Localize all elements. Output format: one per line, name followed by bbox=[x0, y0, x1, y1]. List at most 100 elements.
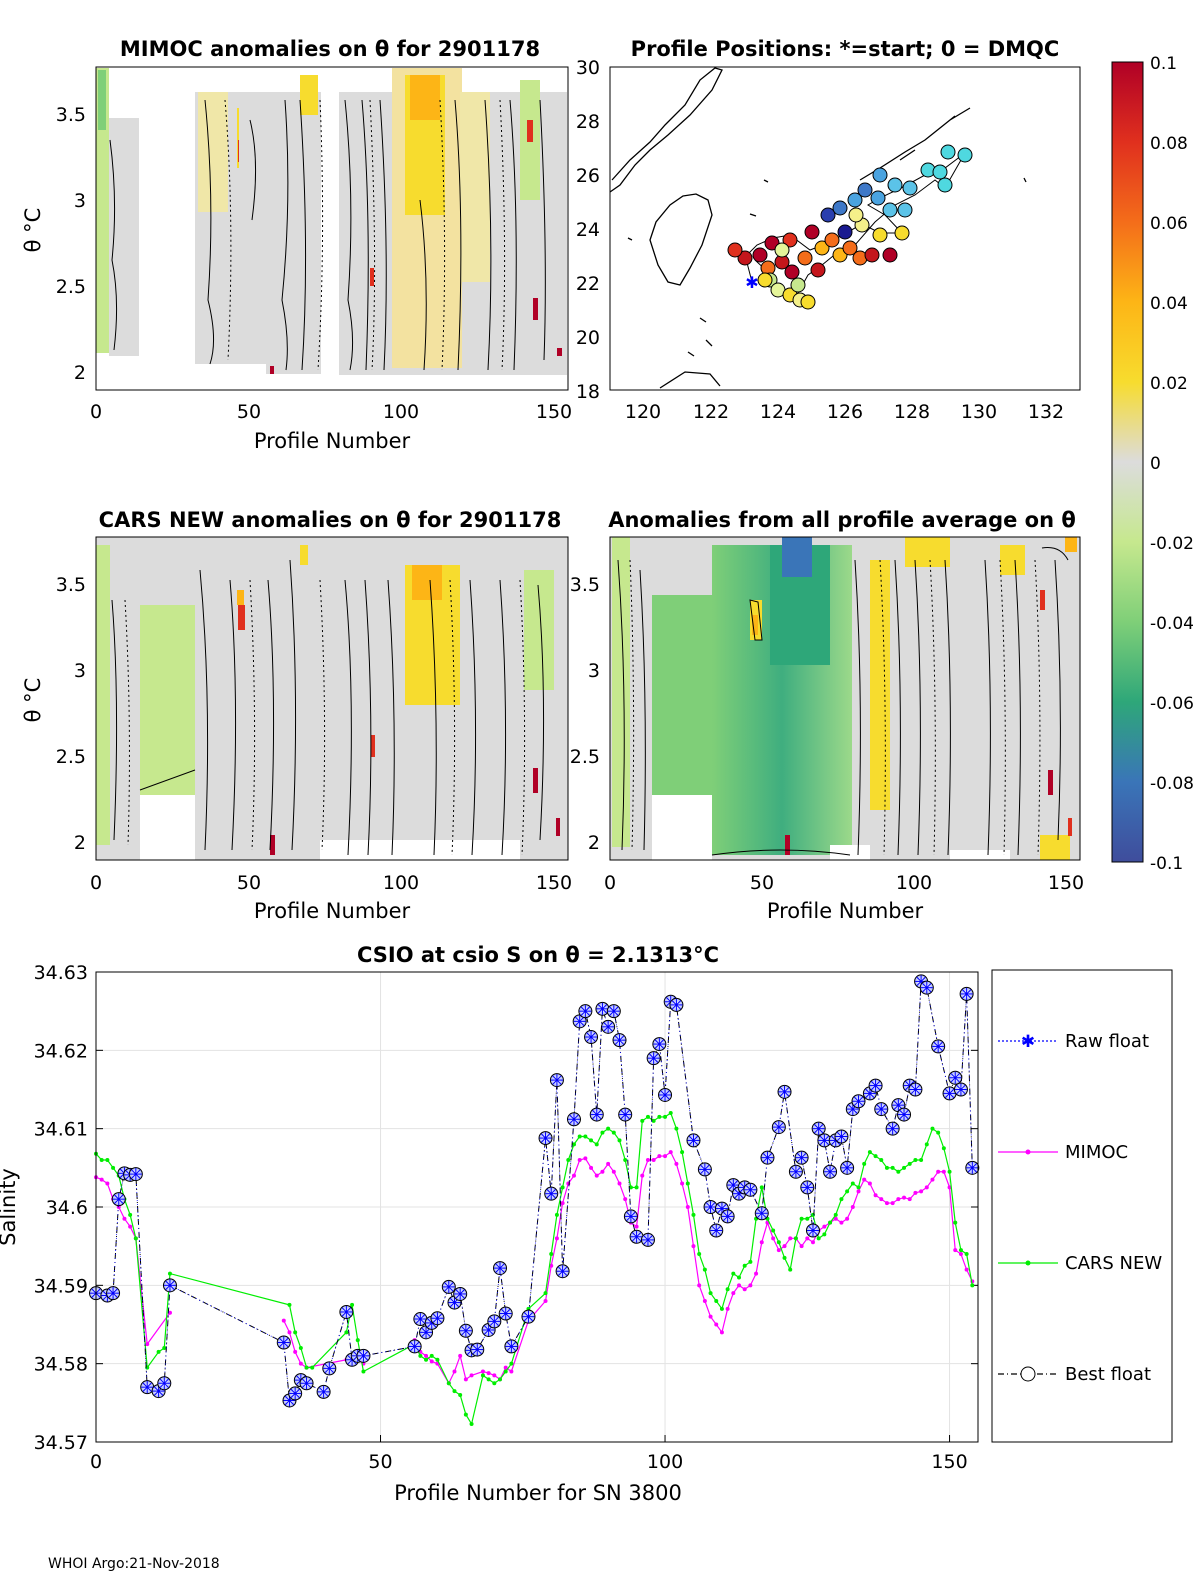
salinity-axes-box bbox=[95, 971, 979, 1443]
cars-new-point bbox=[429, 1353, 434, 1358]
raw-float-point bbox=[619, 1108, 632, 1121]
cars-new-point bbox=[947, 1169, 952, 1174]
mimoc-point bbox=[867, 1181, 872, 1186]
colorbar-tick-label: -0.04 bbox=[1150, 614, 1194, 634]
salinity-series bbox=[89, 974, 980, 1426]
raw-float-point bbox=[141, 1381, 154, 1394]
mimoc-point bbox=[543, 1299, 548, 1303]
x-tick-label: 0 bbox=[90, 872, 102, 894]
raw-float-point bbox=[300, 1377, 313, 1390]
raw-float-point bbox=[579, 1005, 592, 1018]
cars-new-point bbox=[719, 1306, 724, 1311]
raw-float-point bbox=[761, 1151, 774, 1164]
mimoc-contours bbox=[109, 99, 546, 371]
cars-new-point bbox=[930, 1126, 935, 1131]
cars-new-point bbox=[583, 1134, 588, 1139]
raw-float-point bbox=[755, 1207, 768, 1220]
mimoc-y-label: θ °C bbox=[21, 208, 45, 253]
cars-new-point bbox=[816, 1236, 821, 1241]
mimoc-point bbox=[606, 1161, 611, 1166]
mimoc-line bbox=[95, 1176, 171, 1346]
mimoc-point bbox=[737, 1283, 742, 1288]
cars-new-point bbox=[890, 1165, 895, 1170]
raw-float-point bbox=[653, 1038, 666, 1051]
mimoc-point bbox=[685, 1205, 690, 1209]
legend-label: Best float bbox=[1065, 1364, 1151, 1385]
lon-tick-label: 128 bbox=[894, 401, 930, 423]
y-tick-label: 3.5 bbox=[56, 104, 86, 126]
raw-float-point bbox=[943, 1087, 956, 1100]
mimoc-point bbox=[99, 1177, 104, 1182]
colorbar-tick-label: 0.04 bbox=[1150, 294, 1188, 314]
y-tick-label: 34.62 bbox=[34, 1040, 88, 1062]
mimoc-point bbox=[850, 1205, 855, 1209]
cars-new-point bbox=[435, 1357, 440, 1362]
salinity-y-label: Salinity bbox=[0, 1168, 20, 1246]
cars-new-point bbox=[560, 1185, 565, 1190]
cars-new-point bbox=[941, 1146, 946, 1151]
cars-new-point bbox=[344, 1330, 349, 1335]
y-tick-label: 3 bbox=[588, 660, 600, 682]
mimoc-point bbox=[771, 1236, 776, 1241]
cars-new-point bbox=[105, 1158, 110, 1162]
raw-float-point bbox=[898, 1108, 911, 1121]
coastline-map bbox=[609, 67, 1027, 389]
raw-float-point bbox=[545, 1187, 558, 1200]
cars-new-point bbox=[554, 1212, 559, 1217]
mimoc-point bbox=[782, 1244, 787, 1249]
raw-float-point bbox=[795, 1151, 808, 1164]
mimoc-point bbox=[754, 1271, 759, 1276]
raw-float-point bbox=[414, 1313, 427, 1326]
cars-new-point bbox=[850, 1181, 855, 1186]
raw-float-point bbox=[687, 1134, 700, 1147]
cars-new-point bbox=[708, 1291, 713, 1296]
mimoc-point bbox=[714, 1322, 719, 1327]
mimoc-point bbox=[623, 1197, 628, 1202]
cars-new-point bbox=[856, 1185, 861, 1190]
raw-float-point bbox=[607, 1005, 620, 1018]
raw-float-point bbox=[630, 1230, 643, 1243]
average-title: Anomalies from all profile average on θ bbox=[608, 508, 1076, 532]
mimoc-point bbox=[748, 1283, 753, 1288]
y-tick-label: 34.63 bbox=[34, 962, 88, 984]
positions-panel: Profile Positions: *=start; 0 = DMQC bbox=[576, 37, 1081, 423]
mimoc-point bbox=[287, 1330, 292, 1335]
mimoc-point bbox=[941, 1169, 946, 1174]
raw-float-point bbox=[772, 1121, 785, 1134]
average-x-ticks: 0 50 100 150 bbox=[604, 872, 1084, 894]
raw-float-point bbox=[841, 1161, 854, 1174]
mimoc-point bbox=[856, 1189, 861, 1194]
raw-float-point bbox=[499, 1307, 512, 1320]
cars-new-point bbox=[748, 1259, 753, 1264]
raw-float-point bbox=[670, 998, 683, 1011]
legend-entry-cars-new: CARS NEW bbox=[998, 1253, 1162, 1274]
cars-new-point bbox=[776, 1240, 781, 1245]
cars-new-point bbox=[691, 1212, 696, 1217]
colorbar-tick-label: 0.1 bbox=[1150, 54, 1177, 74]
cars-new-point bbox=[919, 1158, 924, 1162]
average-contours bbox=[617, 547, 1069, 856]
y-tick-label: 34.57 bbox=[34, 1432, 88, 1454]
cars-new-point bbox=[907, 1161, 912, 1166]
mimoc-point bbox=[503, 1365, 508, 1370]
mimoc-point bbox=[668, 1150, 673, 1155]
mimoc-point bbox=[600, 1169, 605, 1174]
raw-float-point bbox=[892, 1099, 905, 1112]
raw-float-point bbox=[573, 1015, 586, 1028]
colorbar: 0.1 0.08 0.06 0.04 0.02 0 -0.02 -0.04 -0… bbox=[1111, 54, 1194, 874]
salinity-x-ticks: 0 50 100 150 bbox=[90, 1451, 968, 1473]
cars-new-point bbox=[463, 1412, 468, 1417]
cars-new-point bbox=[418, 1353, 423, 1358]
raw-float-point bbox=[789, 1165, 802, 1178]
mimoc-point bbox=[298, 1361, 303, 1366]
cars-new-point bbox=[640, 1118, 645, 1123]
raw-float-point bbox=[505, 1340, 518, 1353]
raw-float-point bbox=[602, 1020, 615, 1033]
mimoc-point bbox=[930, 1177, 935, 1182]
lon-tick-label: 124 bbox=[760, 401, 796, 423]
mimoc-point bbox=[486, 1371, 491, 1376]
colorbar-tick-label: -0.06 bbox=[1150, 694, 1194, 714]
mimoc-point bbox=[145, 1342, 150, 1347]
cars-new-point bbox=[833, 1212, 838, 1217]
cars-new-line bbox=[95, 1112, 973, 1426]
